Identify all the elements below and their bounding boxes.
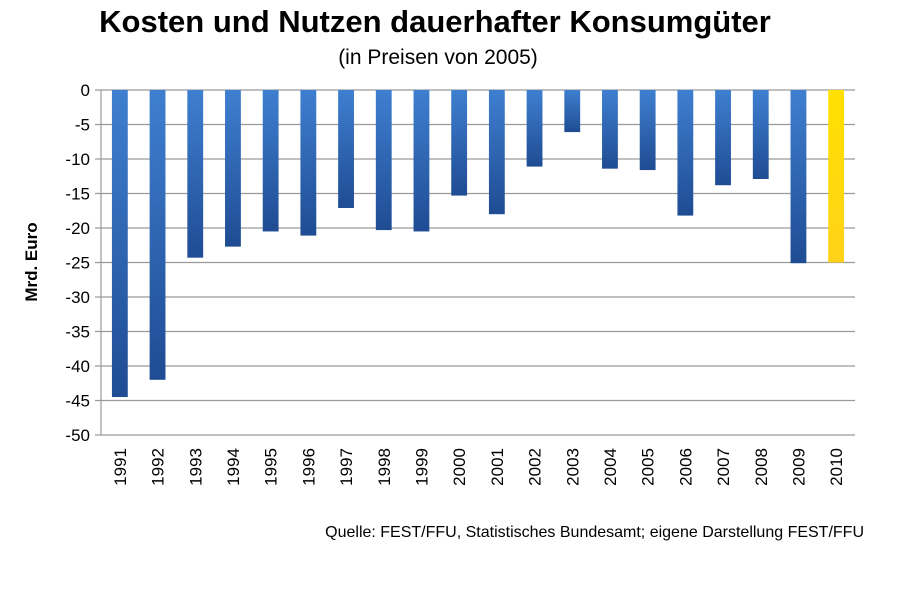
y-axis-ticks: 0 -5 -10 -15 -20 -25 -30 -35 -40 -45 -50	[65, 81, 90, 445]
y-tick-label: -50	[65, 426, 90, 445]
x-tick-label: 2007	[714, 448, 733, 486]
chart-title: Kosten und Nutzen dauerhafter Konsumgüte…	[99, 4, 771, 39]
y-tick-label: -30	[65, 288, 90, 307]
y-tick-label: -5	[75, 116, 90, 135]
bar-2004	[602, 90, 618, 169]
x-tick-label: 1998	[375, 448, 394, 486]
x-tick-label: 2003	[563, 448, 582, 486]
bar-1992	[149, 90, 166, 380]
bar-1998	[375, 90, 392, 231]
x-tick-label: 1996	[299, 448, 318, 486]
x-tick-label: 2000	[450, 448, 469, 486]
x-tick-label: 2001	[488, 448, 507, 486]
x-tick-label: 1993	[186, 448, 205, 486]
x-tick-label: 1994	[224, 448, 243, 486]
x-tick-label: 1992	[149, 448, 168, 486]
bar-2008	[752, 90, 769, 180]
y-axis-label: Mrd. Euro	[22, 222, 41, 301]
x-tick-label: 1997	[337, 448, 356, 486]
bar-2002	[526, 90, 543, 167]
x-tick-label: 1991	[111, 448, 130, 486]
bar-1999	[413, 90, 430, 232]
x-tick-label: 2008	[752, 448, 771, 486]
bar-2009	[790, 90, 807, 264]
x-axis-ticks: 1991 1992 1993 1994 1995 1996 1997 1998 1999 2000…	[111, 448, 846, 486]
bar-2003	[564, 90, 581, 133]
x-tick-label: 1995	[262, 448, 281, 486]
bar-1997	[338, 90, 354, 208]
bar-2001	[488, 90, 505, 215]
x-tick-label: 1999	[412, 448, 431, 486]
y-tick-label: -35	[65, 323, 90, 342]
bar-1993	[187, 90, 204, 258]
bar-2010	[828, 90, 845, 263]
source-note: Quelle: FEST/FFU, Statistisches Bundesam…	[325, 524, 864, 541]
y-tick-label: 0	[81, 81, 90, 100]
bar-2000	[451, 90, 468, 196]
y-tick-label: -20	[65, 219, 90, 238]
bar-1996	[300, 90, 317, 236]
y-tick-label: -40	[65, 357, 90, 376]
y-tick-label: -15	[65, 185, 90, 204]
y-tick-label: -25	[65, 254, 90, 273]
chart-subtitle: (in Preisen von 2005)	[338, 46, 538, 69]
x-tick-label: 2010	[827, 448, 846, 486]
bar-2005	[639, 90, 656, 171]
x-tick-label: 2006	[676, 448, 695, 486]
bar-2006	[677, 90, 694, 216]
y-tick-label: -45	[65, 392, 90, 411]
x-tick-label: 2002	[526, 448, 545, 486]
bars	[111, 90, 845, 398]
x-tick-label: 2005	[639, 448, 658, 486]
bar-1994	[225, 90, 241, 247]
y-tick-label: -10	[65, 150, 90, 169]
bar-2007	[715, 90, 731, 186]
x-tick-label: 2004	[601, 448, 620, 486]
bar-1995	[262, 90, 279, 232]
gridlines	[95, 89, 855, 436]
bar-1991	[111, 90, 128, 398]
x-tick-label: 2009	[789, 448, 808, 486]
